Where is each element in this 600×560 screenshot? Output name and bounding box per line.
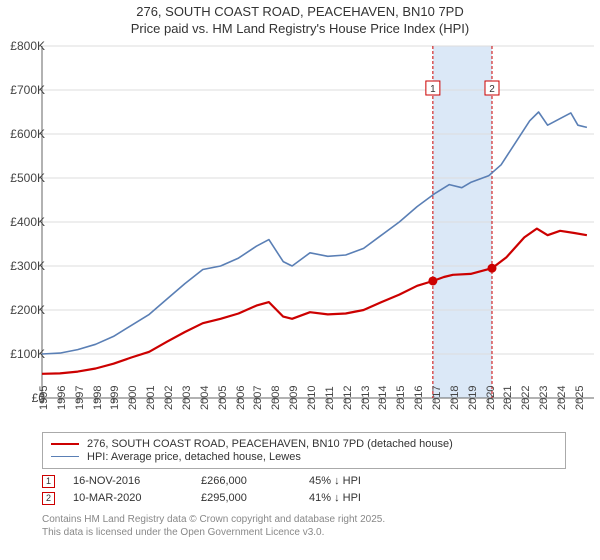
x-axis-tick-label: 2017 (431, 385, 443, 409)
x-axis-tick-label: 2006 (235, 385, 247, 409)
legend-label: 276, SOUTH COAST ROAD, PEACEHAVEN, BN10 … (87, 438, 453, 450)
x-axis-tick-label: 2009 (288, 385, 300, 409)
svg-text:2: 2 (489, 84, 495, 95)
x-axis-tick-label: 1997 (74, 385, 86, 409)
x-axis-tick-label: 2001 (145, 385, 157, 409)
x-axis-tick-label: 1999 (109, 385, 121, 409)
x-axis-tick-label: 2004 (199, 385, 211, 409)
x-axis-tick-label: 2016 (413, 385, 425, 409)
line-chart-svg: 12 (0, 38, 600, 428)
sale-date: 10-MAR-2020 (73, 492, 183, 504)
x-axis-tick-label: 2020 (485, 385, 497, 409)
sale-hpi-delta: 45% ↓ HPI (309, 475, 419, 487)
sale-price: £295,000 (201, 492, 291, 504)
x-axis-tick-label: 2012 (342, 385, 354, 409)
sale-price: £266,000 (201, 475, 291, 487)
sale-date: 16-NOV-2016 (73, 475, 183, 487)
y-axis-tick-label: £400K (10, 215, 45, 229)
y-axis-tick-label: £700K (10, 83, 45, 97)
x-axis-tick-label: 2014 (377, 385, 389, 409)
x-axis-tick-label: 1996 (56, 385, 68, 409)
sale-row: 1 16-NOV-2016 £266,000 45% ↓ HPI (42, 473, 566, 490)
y-axis-tick-label: £800K (10, 39, 45, 53)
legend-row: HPI: Average price, detached house, Lewe… (51, 451, 557, 463)
x-axis-tick-label: 2023 (538, 385, 550, 409)
x-axis-tick-label: 2008 (270, 385, 282, 409)
y-axis-tick-label: £100K (10, 347, 45, 361)
y-axis-tick-label: £600K (10, 127, 45, 141)
attribution-footer: Contains HM Land Registry data © Crown c… (42, 513, 566, 539)
sale-marker-icon: 1 (42, 475, 55, 488)
x-axis-tick-label: 2005 (217, 385, 229, 409)
x-axis-tick-label: 2000 (127, 385, 139, 409)
x-axis-tick-label: 2007 (252, 385, 264, 409)
legend-row: 276, SOUTH COAST ROAD, PEACEHAVEN, BN10 … (51, 438, 557, 450)
x-axis-tick-label: 2010 (306, 385, 318, 409)
title-line-2: Price paid vs. HM Land Registry's House … (131, 21, 469, 36)
svg-text:1: 1 (430, 84, 436, 95)
sales-table: 1 16-NOV-2016 £266,000 45% ↓ HPI 2 10-MAR-202… (42, 473, 566, 507)
footer-line-2: This data is licensed under the Open Gov… (42, 527, 324, 538)
legend-swatch (51, 443, 79, 445)
x-axis-tick-label: 2011 (324, 386, 336, 410)
x-axis-tick-label: 2021 (502, 385, 514, 409)
chart-area: 12 £0£100K£200K£300K£400K£500K£600K£700K… (0, 38, 600, 428)
x-axis-tick-label: 2003 (181, 385, 193, 409)
x-axis-tick-label: 2019 (467, 385, 479, 409)
x-axis-tick-label: 2024 (556, 385, 568, 409)
x-axis-tick-label: 2018 (449, 385, 461, 409)
x-axis-tick-label: 1998 (92, 385, 104, 409)
sale-row: 2 10-MAR-2020 £295,000 41% ↓ HPI (42, 490, 566, 507)
x-axis-tick-label: 2015 (395, 385, 407, 409)
x-axis-tick-label: 2013 (360, 385, 372, 409)
title-line-1: 276, SOUTH COAST ROAD, PEACEHAVEN, BN10 … (136, 4, 464, 19)
sale-marker-icon: 2 (42, 492, 55, 505)
footer-line-1: Contains HM Land Registry data © Crown c… (42, 514, 385, 525)
legend-label: HPI: Average price, detached house, Lewe… (87, 451, 301, 463)
legend: 276, SOUTH COAST ROAD, PEACEHAVEN, BN10 … (42, 432, 566, 469)
y-axis-tick-label: £300K (10, 259, 45, 273)
sale-hpi-delta: 41% ↓ HPI (309, 492, 419, 504)
x-axis-tick-label: 2022 (520, 385, 532, 409)
x-axis-tick-label: 2002 (163, 385, 175, 409)
legend-swatch (51, 456, 79, 457)
y-axis-tick-label: £500K (10, 171, 45, 185)
chart-title: 276, SOUTH COAST ROAD, PEACEHAVEN, BN10 … (0, 0, 600, 38)
x-axis-tick-label: 1995 (38, 385, 50, 409)
y-axis-tick-label: £200K (10, 303, 45, 317)
x-axis-tick-label: 2025 (574, 385, 586, 409)
